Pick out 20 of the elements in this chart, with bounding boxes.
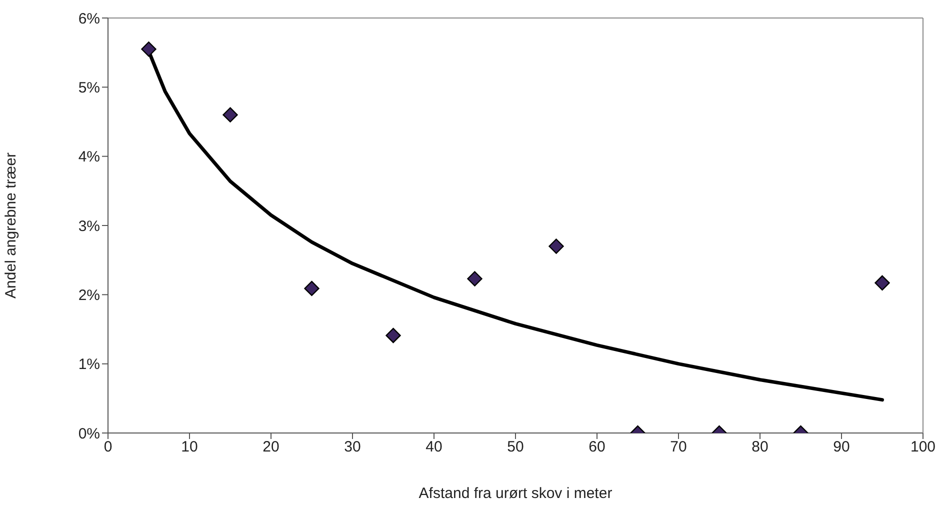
x-tick-label: 70 — [670, 438, 687, 456]
y-axis-title: Andel angrebne træer — [2, 152, 20, 298]
y-tick-label: 2% — [78, 286, 100, 304]
y-tick-label: 6% — [78, 10, 100, 28]
x-tick-label: 50 — [507, 438, 524, 456]
y-tick-label: 3% — [78, 218, 100, 235]
x-tick-label: 80 — [752, 438, 768, 456]
x-tick-label: 0 — [104, 438, 112, 456]
x-tick-label: 30 — [344, 438, 361, 456]
x-tick-label: 100 — [910, 438, 936, 456]
y-tick-label: 4% — [78, 148, 100, 166]
x-tick-label: 10 — [181, 438, 198, 456]
x-tick-label: 20 — [262, 438, 280, 456]
y-tick-label: 0% — [78, 425, 100, 442]
x-axis-title: Afstand fra urørt skov i meter — [418, 485, 612, 502]
x-tick-label: 90 — [833, 438, 850, 456]
x-tick-label: 60 — [588, 438, 606, 456]
x-tick-label: 40 — [426, 438, 442, 456]
y-tick-label: 1% — [78, 356, 100, 374]
y-tick-label: 5% — [78, 79, 100, 96]
